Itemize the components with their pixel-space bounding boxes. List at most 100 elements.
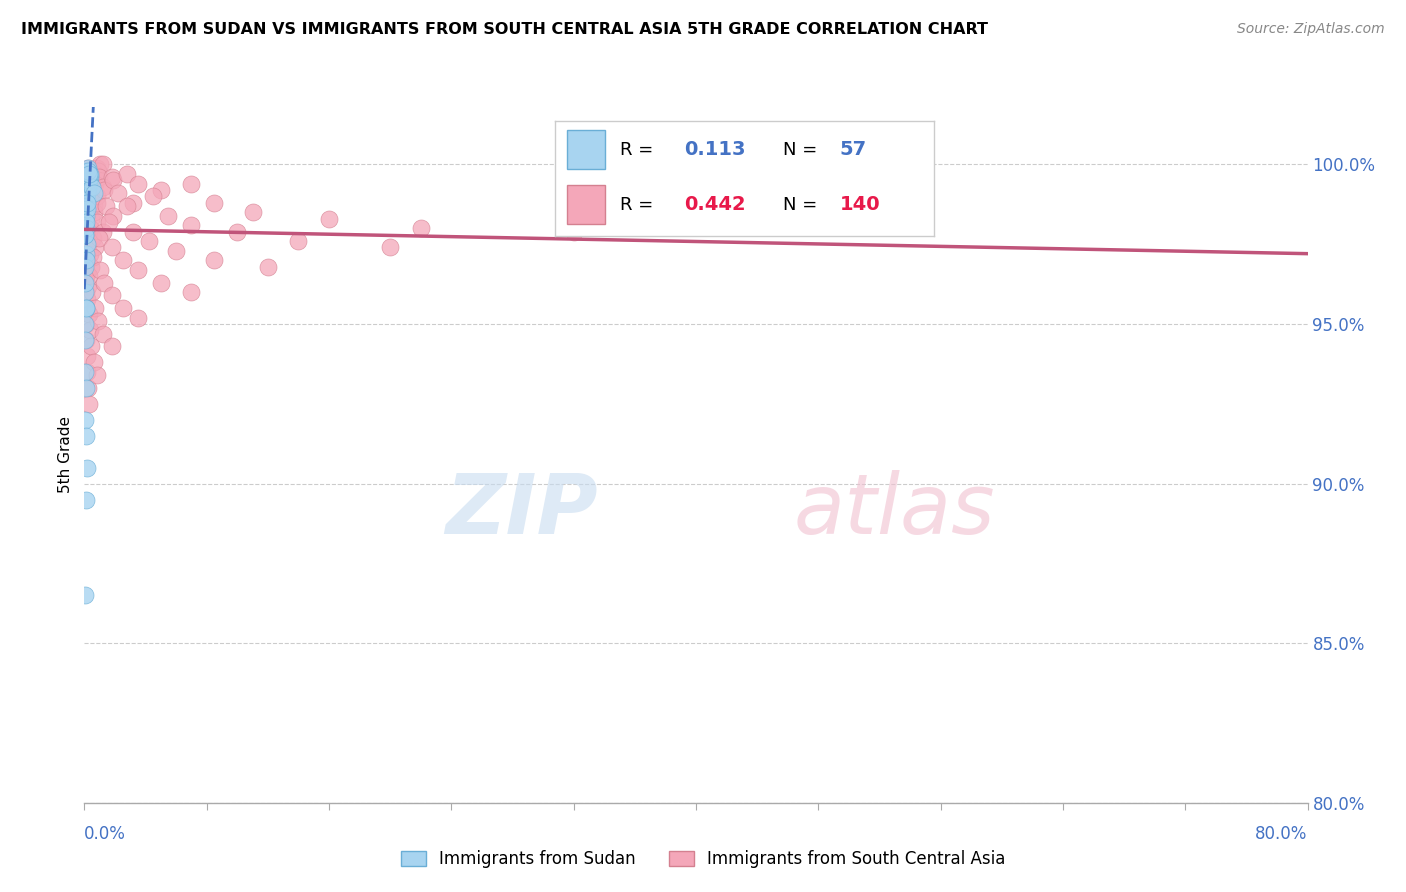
Point: [87, 314, 110, 328]
Point: [76, 195, 98, 210]
Point: [115, 167, 138, 181]
Point: [76, 183, 98, 197]
Point: [80, 170, 103, 185]
Point: [75, 177, 97, 191]
Point: [75, 193, 97, 207]
Legend: Immigrants from Sudan, Immigrants from South Central Asia: Immigrants from Sudan, Immigrants from S…: [394, 844, 1012, 875]
Point: [79, 179, 101, 194]
Point: [80, 167, 103, 181]
Point: [122, 225, 145, 239]
Point: [127, 262, 149, 277]
Point: [409, 221, 432, 235]
Point: [82, 231, 104, 245]
Point: [76, 164, 98, 178]
Point: [75, 237, 97, 252]
Point: [75, 205, 97, 219]
Point: [75, 260, 97, 274]
Point: [76, 189, 98, 203]
Point: [76, 170, 98, 185]
Point: [77, 381, 100, 395]
Point: [82, 173, 104, 187]
Point: [80, 173, 103, 187]
Point: [84, 177, 107, 191]
Point: [127, 310, 149, 325]
Point: [84, 167, 107, 181]
Point: [180, 177, 202, 191]
Point: [76, 237, 98, 252]
Point: [76, 183, 98, 197]
Point: [77, 173, 100, 187]
Point: [79, 323, 101, 337]
Point: [103, 173, 125, 187]
Text: Source: ZipAtlas.com: Source: ZipAtlas.com: [1237, 22, 1385, 37]
Point: [122, 195, 145, 210]
Point: [77, 186, 100, 201]
Point: [76, 177, 98, 191]
Point: [76, 211, 98, 226]
Point: [79, 193, 101, 207]
Point: [77, 177, 100, 191]
Point: [75, 227, 97, 242]
Point: [76, 193, 98, 207]
Bar: [567, 186, 605, 224]
Point: [84, 161, 107, 175]
Point: [115, 199, 138, 213]
Point: [77, 173, 100, 187]
Point: [76, 349, 98, 363]
Point: [76, 161, 98, 175]
Point: [76, 365, 98, 379]
Point: [75, 247, 97, 261]
Point: [101, 339, 124, 353]
Point: [75, 195, 97, 210]
Point: [77, 202, 100, 216]
Point: [76, 253, 98, 268]
Point: [77, 179, 100, 194]
Point: [75, 333, 97, 347]
Point: [83, 164, 105, 178]
Point: [75, 429, 97, 443]
Point: [75, 173, 97, 187]
Point: [93, 276, 115, 290]
Point: [86, 368, 108, 383]
Point: [76, 183, 98, 197]
Text: R =: R =: [620, 141, 659, 159]
Point: [76, 195, 98, 210]
Text: atlas: atlas: [794, 470, 995, 551]
Point: [75, 269, 97, 284]
Point: [75, 183, 97, 197]
Point: [142, 189, 165, 203]
Point: [84, 240, 107, 254]
Point: [76, 205, 98, 219]
Point: [76, 179, 98, 194]
Point: [76, 170, 98, 185]
Text: R =: R =: [620, 195, 659, 214]
Point: [75, 413, 97, 427]
Point: [89, 262, 111, 277]
Point: [127, 177, 149, 191]
Point: [76, 202, 98, 216]
Point: [77, 278, 100, 293]
Point: [75, 221, 97, 235]
Point: [101, 240, 124, 254]
Point: [82, 250, 104, 264]
Text: ZIP: ZIP: [446, 470, 598, 551]
Text: N =: N =: [783, 141, 823, 159]
Point: [91, 225, 114, 239]
Point: [202, 253, 225, 268]
Point: [79, 179, 101, 194]
Point: [84, 301, 107, 315]
Point: [111, 301, 134, 315]
Point: [77, 170, 100, 185]
Point: [82, 164, 104, 178]
Point: [75, 317, 97, 331]
Point: [318, 211, 340, 226]
Point: [91, 326, 114, 341]
Point: [76, 195, 98, 210]
Point: [77, 397, 100, 411]
Point: [75, 225, 97, 239]
Point: [75, 227, 97, 242]
Point: [75, 167, 97, 181]
Point: [75, 183, 97, 197]
Point: [75, 189, 97, 203]
Point: [75, 173, 97, 187]
